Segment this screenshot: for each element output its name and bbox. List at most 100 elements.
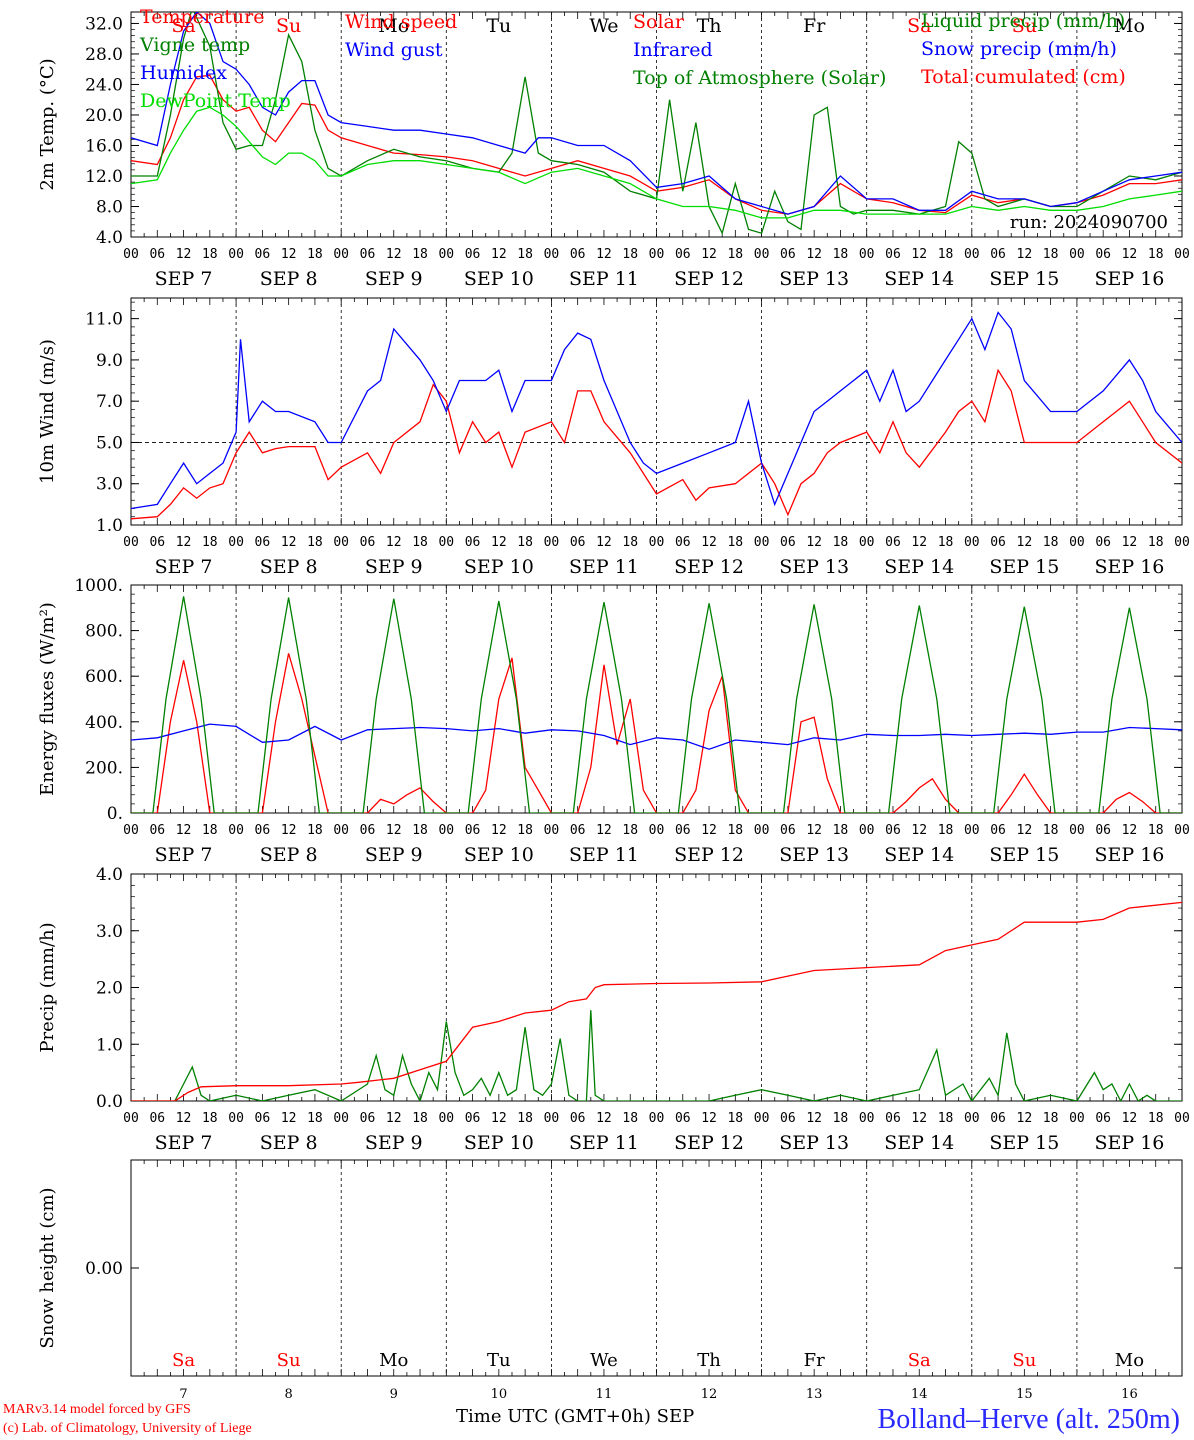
hour-tick-label: 00 bbox=[1069, 247, 1085, 262]
hour-tick-label: 18 bbox=[622, 535, 638, 550]
copyright-credit: (c) Lab. of Climatology, University of L… bbox=[3, 1421, 252, 1436]
hour-tick-label: 00 bbox=[1174, 1111, 1190, 1126]
hour-tick-label: 18 bbox=[202, 823, 218, 838]
date-label: SEP 14 bbox=[884, 556, 954, 578]
hour-tick-label: 00 bbox=[1174, 535, 1190, 550]
hour-tick-label: 06 bbox=[990, 535, 1006, 550]
legend-entry: Vigne temp bbox=[139, 34, 250, 56]
hour-tick-label: 12 bbox=[806, 247, 822, 262]
hour-tick-label: 18 bbox=[1148, 1111, 1164, 1126]
hour-tick-label: 18 bbox=[833, 535, 849, 550]
day-number: 7 bbox=[179, 1387, 187, 1402]
day-label: Mo bbox=[378, 15, 409, 37]
hour-tick-label: 00 bbox=[228, 247, 244, 262]
hour-tick-label: 18 bbox=[412, 535, 428, 550]
date-label: SEP 15 bbox=[989, 1132, 1059, 1154]
hour-tick-label: 12 bbox=[1017, 1111, 1033, 1126]
hour-tick-label: 00 bbox=[964, 535, 980, 550]
y-tick-label: 200. bbox=[85, 758, 123, 778]
hour-tick-label: 00 bbox=[544, 1111, 560, 1126]
hour-tick-label: 00 bbox=[333, 823, 349, 838]
hour-tick-label: 12 bbox=[911, 535, 927, 550]
hour-tick-label: 00 bbox=[1069, 535, 1085, 550]
hour-tick-label: 18 bbox=[938, 247, 954, 262]
hour-tick-label: 18 bbox=[517, 1111, 533, 1126]
y-tick-label: 20.0 bbox=[85, 106, 123, 126]
date-label: SEP 16 bbox=[1095, 556, 1165, 578]
hour-tick-label: 00 bbox=[649, 535, 665, 550]
hour-tick-label: 00 bbox=[333, 1111, 349, 1126]
hour-tick-label: 18 bbox=[1043, 535, 1059, 550]
hour-tick-label: 06 bbox=[465, 535, 481, 550]
hour-tick-label: 06 bbox=[465, 1111, 481, 1126]
hour-tick-label: 12 bbox=[386, 247, 402, 262]
hour-tick-label: 06 bbox=[780, 247, 796, 262]
hour-tick-label: 00 bbox=[228, 823, 244, 838]
hour-tick-label: 00 bbox=[438, 1111, 454, 1126]
time-axis-label: Time UTC (GMT+0h) SEP bbox=[456, 1406, 694, 1427]
hour-tick-label: 12 bbox=[1122, 1111, 1138, 1126]
station-name: Bolland–Herve (alt. 250m) bbox=[877, 1404, 1180, 1435]
hour-tick-label: 18 bbox=[622, 823, 638, 838]
date-label: SEP 11 bbox=[569, 556, 639, 578]
hour-tick-label: 00 bbox=[964, 247, 980, 262]
y-tick-label: 28.0 bbox=[85, 45, 123, 65]
date-label: SEP 7 bbox=[155, 556, 213, 578]
hour-tick-label: 18 bbox=[517, 535, 533, 550]
y-tick-label: 4.0 bbox=[96, 865, 123, 885]
hour-tick-label: 06 bbox=[885, 247, 901, 262]
hour-tick-label: 00 bbox=[123, 823, 139, 838]
hour-tick-label: 12 bbox=[386, 823, 402, 838]
series-line bbox=[131, 596, 1182, 813]
date-label: SEP 11 bbox=[569, 1132, 639, 1154]
day-number: 9 bbox=[390, 1387, 398, 1402]
legend-entry: Humidex bbox=[140, 62, 227, 84]
y-tick-label: 32.0 bbox=[85, 14, 123, 34]
date-label: SEP 8 bbox=[260, 844, 318, 866]
hour-tick-label: 12 bbox=[491, 247, 507, 262]
hour-tick-label: 12 bbox=[176, 535, 192, 550]
hour-tick-label: 18 bbox=[833, 823, 849, 838]
date-label: SEP 15 bbox=[989, 268, 1059, 290]
y-axis-label: 2m Temp. (°C) bbox=[37, 58, 58, 190]
hour-tick-label: 06 bbox=[570, 247, 586, 262]
y-tick-label: 0.00 bbox=[85, 1259, 123, 1279]
hour-tick-label: 12 bbox=[1017, 823, 1033, 838]
hour-tick-label: 06 bbox=[149, 1111, 165, 1126]
day-label: Tu bbox=[486, 15, 511, 37]
hour-tick-label: 06 bbox=[780, 535, 796, 550]
y-tick-label: 3.0 bbox=[96, 922, 123, 942]
hour-tick-label: 12 bbox=[701, 535, 717, 550]
series-line bbox=[131, 368, 1182, 520]
date-label: SEP 7 bbox=[155, 268, 213, 290]
date-label: SEP 13 bbox=[779, 268, 849, 290]
hour-tick-label: 06 bbox=[1095, 823, 1111, 838]
y-tick-label: 1000. bbox=[74, 576, 123, 596]
hour-tick-label: 12 bbox=[701, 247, 717, 262]
hour-tick-label: 06 bbox=[255, 247, 271, 262]
date-label: SEP 14 bbox=[884, 844, 954, 866]
hour-tick-label: 06 bbox=[149, 823, 165, 838]
day-label: Sa bbox=[907, 15, 931, 37]
y-tick-label: 400. bbox=[85, 713, 123, 733]
hour-tick-label: 18 bbox=[1043, 823, 1059, 838]
day-number: 8 bbox=[285, 1387, 293, 1402]
hour-tick-label: 12 bbox=[596, 823, 612, 838]
hour-tick-label: 00 bbox=[859, 247, 875, 262]
legend-entry: Liquid precip (mm/h) bbox=[921, 10, 1125, 32]
panel-4: 0.0 1.0 2.0 3.0 4.0 Precip (mm/h) Liquid preci… bbox=[37, 10, 1190, 1154]
hour-tick-label: 00 bbox=[1174, 247, 1190, 262]
series-line bbox=[131, 106, 1182, 219]
hour-tick-label: 18 bbox=[1148, 823, 1164, 838]
date-label: SEP 8 bbox=[260, 268, 318, 290]
hour-tick-label: 12 bbox=[596, 535, 612, 550]
hour-tick-label: 06 bbox=[675, 1111, 691, 1126]
hour-tick-label: 00 bbox=[438, 823, 454, 838]
series-line bbox=[131, 1010, 1182, 1101]
y-tick-label: 0.0 bbox=[96, 1092, 123, 1112]
date-label: SEP 10 bbox=[464, 1132, 534, 1154]
hour-tick-label: 00 bbox=[964, 823, 980, 838]
hour-tick-label: 00 bbox=[754, 823, 770, 838]
day-label: Su bbox=[277, 1350, 301, 1371]
